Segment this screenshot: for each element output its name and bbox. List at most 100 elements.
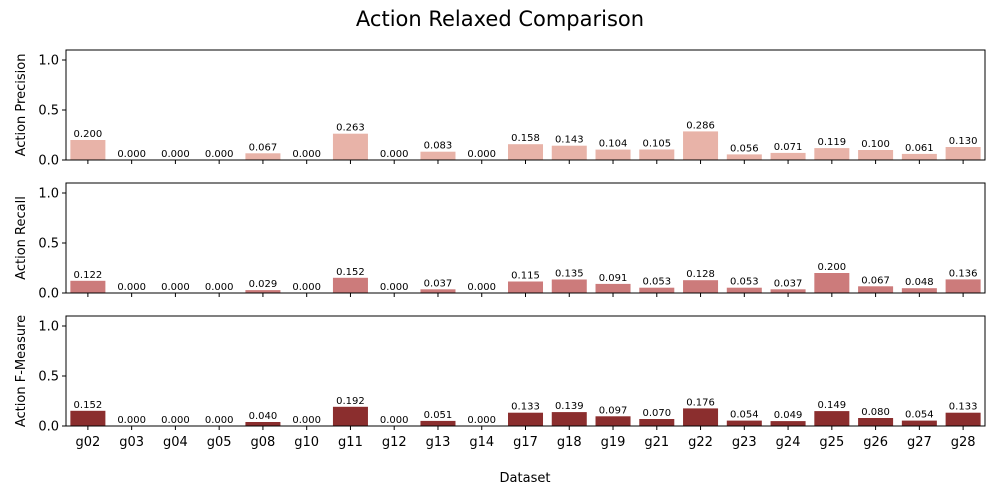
value-label-g03: 0.000 [117,282,146,293]
value-label-g12: 0.000 [380,149,409,160]
bar-g27 [901,288,937,293]
x-tick-label-g28: g28 [951,435,976,450]
value-label-g08: 0.029 [249,279,278,290]
value-label-g23: 0.053 [730,277,759,288]
value-label-g26: 0.080 [861,407,890,418]
value-label-g04: 0.000 [161,149,190,160]
bar-g26 [858,286,894,293]
value-label-g25: 0.119 [818,137,847,148]
y-tick-label: 0.0 [38,420,59,435]
x-tick-label-g13: g13 [426,435,451,450]
x-tick-label-g18: g18 [557,435,582,450]
bar-g26 [858,418,894,426]
x-tick-label-g10: g10 [294,435,319,450]
value-label-g10: 0.000 [292,149,321,160]
bar-g02 [70,410,106,426]
x-tick-label-g24: g24 [776,435,801,450]
value-label-g12: 0.000 [380,282,409,293]
y-axis-label-2: Action Recall [14,196,29,280]
x-tick-label-g04: g04 [163,435,188,450]
value-label-g17: 0.115 [511,271,540,282]
bar-g11 [332,406,368,426]
bar-g22 [683,408,719,426]
value-label-g13: 0.051 [424,410,453,421]
bar-g11 [332,133,368,160]
bar-g02 [70,280,106,293]
y-tick-label: 0.0 [38,287,59,302]
bar-g08 [245,290,281,293]
x-tick-label-g05: g05 [207,435,232,450]
value-label-g27: 0.054 [905,410,934,421]
bar-g25 [814,273,850,293]
x-tick-label-g25: g25 [819,435,844,450]
value-label-g21: 0.070 [642,408,671,419]
y-tick-label: 1.0 [38,320,59,335]
y-tick-label: 0.5 [38,370,59,385]
bar-g28 [945,412,981,426]
value-label-g27: 0.061 [905,143,934,154]
bar-g27 [901,420,937,426]
value-label-g22: 0.176 [686,397,715,408]
bar-g19 [595,283,631,293]
value-label-g19: 0.104 [599,139,628,150]
value-label-g12: 0.000 [380,415,409,426]
bar-g13 [420,289,456,293]
value-label-g26: 0.100 [861,139,890,150]
value-label-g11: 0.192 [336,396,365,407]
x-tick-label-g12: g12 [382,435,407,450]
panel-3: 0.152 0.000 0.000 0.000 0.040 0.000 0.192 0.000… [14,315,986,450]
value-label-g02: 0.200 [74,129,103,140]
value-label-g08: 0.067 [249,142,278,153]
value-label-g28: 0.133 [949,402,978,413]
bar-g21 [639,149,675,160]
bar-g19 [595,416,631,426]
value-label-g18: 0.135 [555,269,584,280]
value-label-g10: 0.000 [292,415,321,426]
x-tick-label-g17: g17 [513,435,538,450]
value-label-g19: 0.097 [599,405,628,416]
bar-g18 [551,145,587,160]
x-tick-label-g27: g27 [907,435,932,450]
value-label-g25: 0.200 [818,262,847,273]
value-label-g17: 0.133 [511,402,540,413]
bar-g24 [770,421,806,426]
value-label-g03: 0.000 [117,415,146,426]
value-label-g11: 0.152 [336,267,365,278]
value-label-g02: 0.122 [74,270,103,281]
value-label-g05: 0.000 [205,149,234,160]
y-tick-label: 1.0 [38,54,59,69]
bar-g08 [245,422,281,426]
bar-g18 [551,412,587,426]
value-label-g17: 0.158 [511,133,540,144]
bar-g21 [639,419,675,426]
value-label-g23: 0.056 [730,143,759,154]
value-label-g18: 0.143 [555,135,584,146]
value-label-g24: 0.049 [774,410,803,421]
value-label-g19: 0.091 [599,273,628,284]
y-axis-label-3: Action F-Measure [14,315,29,427]
value-label-g05: 0.000 [205,415,234,426]
value-label-g13: 0.083 [424,141,453,152]
bar-g19 [595,149,631,160]
x-tick-label-g23: g23 [732,435,757,450]
bar-g22 [683,280,719,293]
x-axis-label: Dataset [500,471,551,486]
bar-g23 [726,287,762,293]
value-label-g10: 0.000 [292,282,321,293]
bar-g25 [814,411,850,426]
y-tick-label: 0.5 [38,237,59,252]
x-tick-label-g22: g22 [688,435,713,450]
bar-g27 [901,153,937,160]
value-label-g04: 0.000 [161,282,190,293]
bar-g08 [245,153,281,160]
bar-g17 [508,281,544,293]
value-label-g21: 0.105 [642,139,671,150]
x-tick-label-g03: g03 [119,435,144,450]
x-tick-label-g19: g19 [601,435,626,450]
bar-g21 [639,287,675,293]
x-tick-label-g21: g21 [644,435,669,450]
value-label-g14: 0.000 [467,149,496,160]
bar-g13 [420,151,456,160]
bar-g23 [726,154,762,160]
